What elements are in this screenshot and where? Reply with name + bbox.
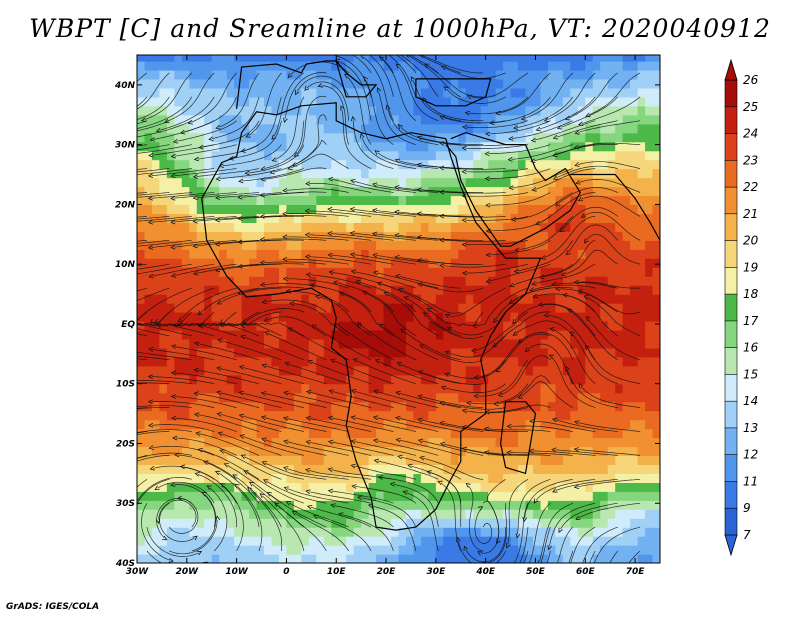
colorbar-swatch bbox=[724, 267, 738, 295]
coastlines bbox=[201, 60, 660, 531]
colorbar-swatch bbox=[724, 427, 738, 456]
colorbar-label: 25 bbox=[743, 100, 758, 114]
colorbar-label: 11 bbox=[743, 475, 758, 489]
x-tick-label: 10W bbox=[225, 567, 249, 577]
colorbar-swatch bbox=[724, 454, 738, 483]
colorbar-swatch bbox=[724, 320, 738, 349]
x-tick-label: 20W bbox=[176, 567, 200, 577]
x-tick-label: 0 bbox=[283, 567, 289, 577]
colorbar-label: 22 bbox=[743, 180, 758, 194]
colorbar-label: 13 bbox=[743, 421, 758, 435]
x-tick-label: 10E bbox=[327, 567, 347, 577]
colorbar-swatch bbox=[724, 240, 738, 269]
colorbar-label: 21 bbox=[743, 207, 758, 221]
colorbar-label: 23 bbox=[743, 153, 758, 167]
x-tick-label: 70E bbox=[626, 567, 646, 577]
x-axis: 30W 20W 10W 0 10E 20E 30E 40E 50E 60E 70E bbox=[126, 55, 646, 577]
colorbar: 26 25 24 23 22 21 20 19 18 17 16 15 14 13 12 11 9 7 bbox=[724, 58, 759, 557]
y-tick-label: 20S bbox=[116, 440, 135, 450]
map-title: WBPT [C] and Sreamline at 1000hPa, VT: 2… bbox=[29, 14, 771, 43]
colorbar-label: 26 bbox=[743, 73, 759, 87]
y-tick-label: 40N bbox=[114, 81, 136, 91]
grads-credit: GrADS: IGES/COLA bbox=[6, 602, 100, 612]
colorbar-label: 19 bbox=[743, 260, 758, 274]
colorbar-swatch bbox=[724, 347, 738, 376]
colorbar-swatch bbox=[724, 213, 738, 242]
x-tick-label: 20E bbox=[377, 567, 397, 577]
colorbar-label: 14 bbox=[743, 394, 758, 408]
colorbar-label: 24 bbox=[743, 127, 758, 141]
colorbar-label: 16 bbox=[743, 341, 759, 355]
x-tick-label: 60E bbox=[576, 567, 596, 577]
x-tick-label: 50E bbox=[526, 567, 546, 577]
colorbar-label: 17 bbox=[743, 314, 759, 328]
y-tick-label: 10S bbox=[116, 380, 135, 390]
colorbar-swatch bbox=[724, 293, 738, 322]
colorbar-swatch bbox=[724, 133, 738, 162]
y-tick-label: 20N bbox=[115, 200, 136, 210]
colorbar-label: 7 bbox=[743, 528, 751, 542]
colorbar-swatch bbox=[724, 374, 738, 402]
y-tick-label: EQ bbox=[121, 320, 135, 330]
streamlines bbox=[137, 55, 641, 563]
y-axis: 40N 30N 20N 10N EQ 10S 20S 30S 40S bbox=[114, 81, 660, 569]
colorbar-label: 15 bbox=[743, 367, 758, 381]
y-tick-label: 30N bbox=[115, 141, 136, 151]
colorbar-swatch bbox=[724, 400, 738, 429]
colorbar-swatch bbox=[724, 186, 738, 215]
colorbar-swatch bbox=[724, 79, 738, 108]
colorbar-swatch bbox=[724, 481, 738, 510]
colorbar-label: 20 bbox=[743, 234, 759, 248]
colorbar-top-arrow bbox=[724, 58, 738, 81]
colorbar-swatch bbox=[724, 160, 738, 188]
x-tick-label: 30E bbox=[427, 567, 447, 577]
colorbar-label: 9 bbox=[743, 501, 751, 515]
y-tick-label: 10N bbox=[115, 260, 136, 270]
colorbar-swatch bbox=[724, 106, 738, 135]
colorbar-label: 12 bbox=[743, 448, 758, 462]
x-tick-label: 30W bbox=[126, 567, 150, 577]
wbpt-field bbox=[137, 55, 660, 563]
colorbar-bottom-arrow bbox=[724, 534, 738, 557]
colorbar-label: 18 bbox=[743, 287, 759, 301]
map-frame bbox=[136, 54, 661, 564]
colorbar-swatch bbox=[724, 507, 738, 536]
y-tick-label: 40S bbox=[115, 559, 135, 569]
x-tick-label: 40E bbox=[475, 567, 496, 577]
y-tick-label: 30S bbox=[116, 499, 135, 509]
